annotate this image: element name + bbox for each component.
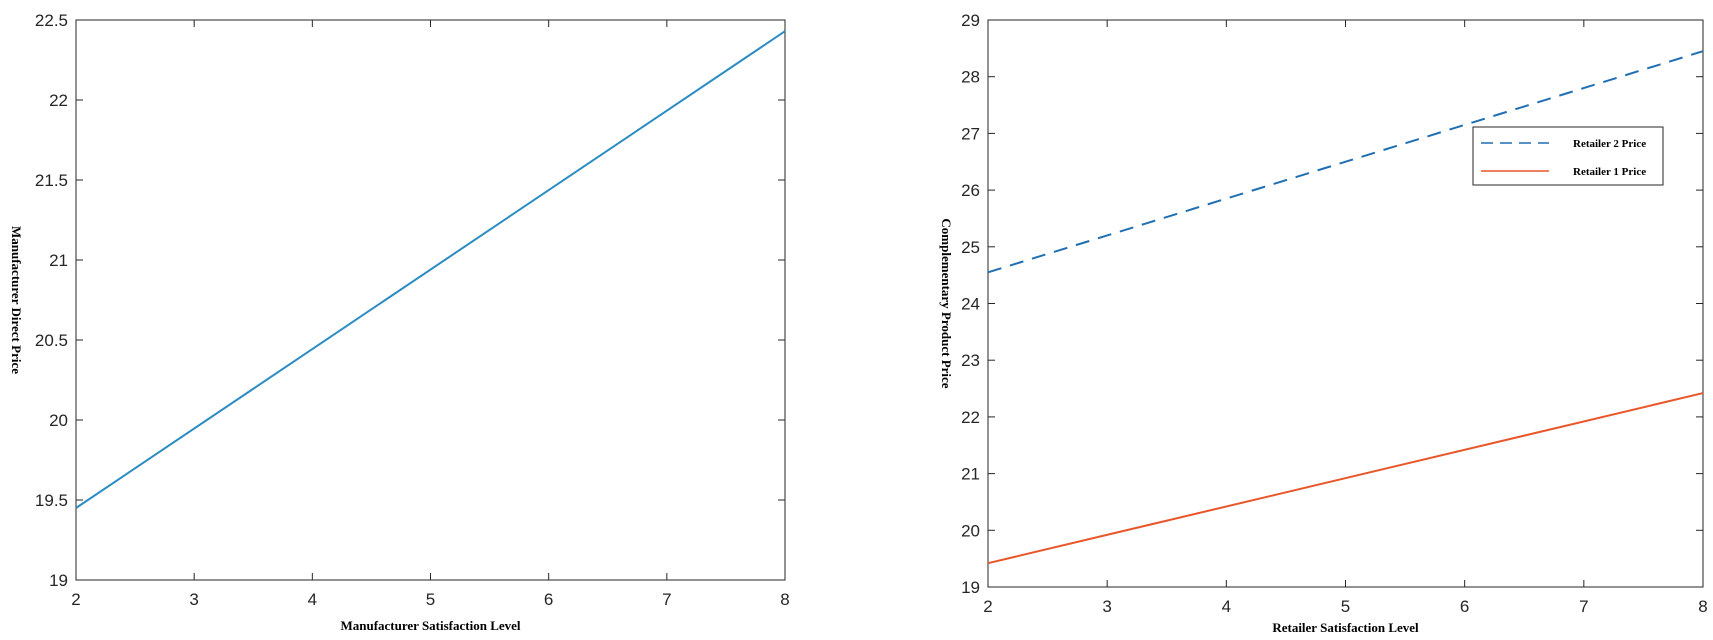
series-line-2 [987,392,1704,565]
y-tick-label: 22 [49,91,68,110]
legend-box [1472,126,1664,186]
y-tick-label: 19 [961,578,980,597]
y-tick-label: 25 [961,238,980,257]
y-tick-label: 21 [961,465,980,484]
y-tick-label: 20.5 [35,331,68,350]
y-tick-label: 20 [49,411,68,430]
y-tick-label: 22 [961,408,980,427]
x-tick-label: 5 [426,590,435,609]
legend-entry-2: Retailer 1 Price [1573,166,1646,178]
y-axis-label: Manufacturer Direct Price [9,226,24,374]
x-tick-label: 8 [780,590,789,609]
legend-entry-1: Retailer 2 Price [1573,138,1646,150]
y-tick-label: 29 [961,11,980,30]
x-tick-label: 7 [1579,597,1588,616]
y-tick-label: 22.5 [35,11,68,30]
x-tick-label: 6 [1460,597,1469,616]
plot-frame [987,19,1704,588]
x-axis-label: Manufacturer Satisfaction Level [340,618,520,633]
x-tick-label: 4 [308,590,317,609]
x-tick-label: 2 [983,597,992,616]
series-line-1 [987,50,1704,274]
x-tick-label: 2 [71,590,80,609]
x-tick-label: 7 [662,590,671,609]
x-axis-label: Retailer Satisfaction Level [1272,620,1419,635]
y-tick-label: 21 [49,251,68,270]
x-tick-label: 4 [1222,597,1231,616]
x-tick-label: 8 [1698,597,1707,616]
y-tick-label: 26 [961,181,980,200]
x-tick-label: 5 [1341,597,1350,616]
y-tick-label: 19.5 [35,491,68,510]
y-tick-label: 23 [961,351,980,370]
chart-1: 2 3 4 5 6 7 8 19 19.5 20 20.5 21 21.5 22 22.5 Manufactu… [9,11,790,633]
series-line-1 [75,30,786,509]
y-tick-label: 21.5 [35,171,68,190]
y-tick-label: 19 [49,571,68,590]
x-tick-label: 3 [1102,597,1111,616]
x-tick-label: 3 [189,590,198,609]
y-axis-label: Complementary Product Price [939,218,954,388]
x-tick-label: 6 [544,590,553,609]
y-tick-label: 20 [961,521,980,540]
y-tick-label: 28 [961,68,980,87]
plot-frame [75,19,786,581]
y-tick-label: 27 [961,124,980,143]
y-tick-label: 24 [961,295,980,314]
